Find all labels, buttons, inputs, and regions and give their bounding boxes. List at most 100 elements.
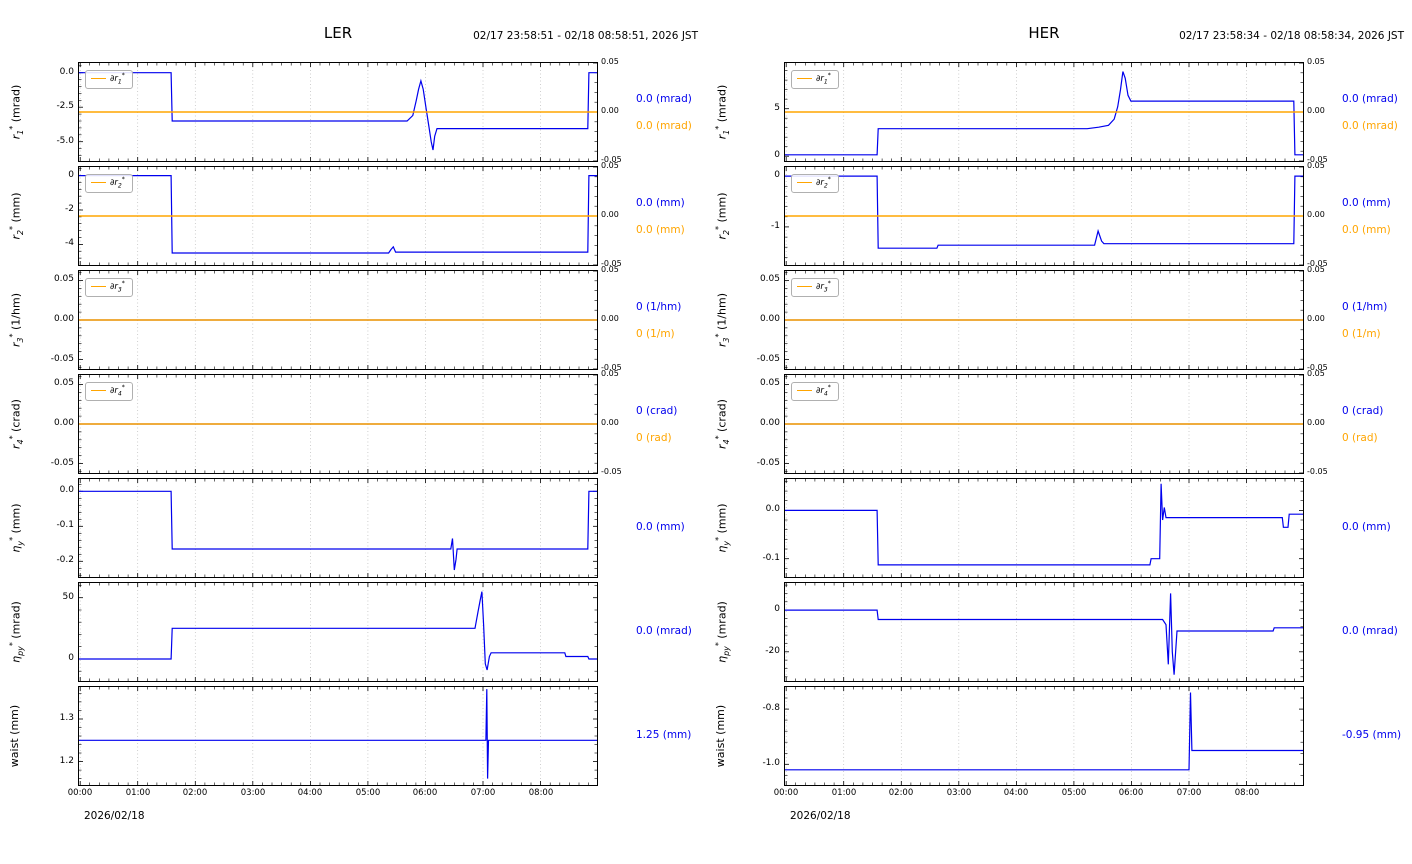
right-tick-label: -0.05: [1307, 363, 1328, 372]
plot-canvas: [785, 63, 1303, 161]
legend-line-sample: [797, 286, 812, 288]
legend-line-sample: [91, 390, 106, 392]
current-value-blue: 0.0 (mm): [636, 197, 685, 209]
y-axis-label: r2* (mm): [714, 192, 731, 240]
plot-area: [78, 478, 598, 578]
legend-line-sample: [797, 390, 812, 392]
series-waist-blue: [785, 692, 1303, 771]
current-value-blue: 0.0 (mrad): [636, 625, 692, 637]
current-value-blue: 0.0 (mrad): [1342, 625, 1398, 637]
right-tick-label: 0.00: [601, 210, 619, 219]
legend-label: ∂r3*: [110, 280, 125, 294]
panel-ler-r1: r1* (mrad) 0.0 -2.5 -5.0 ∂r1* 0.05 0.00 -0.05 0.…: [0, 57, 706, 164]
right-tick-label: -0.05: [601, 259, 622, 268]
x-tick-label: 08:00: [528, 788, 554, 798]
y-axis-label: r3* (1/hm): [714, 293, 731, 347]
current-value-orange: 0 (1/m): [1342, 328, 1381, 340]
right-tick-label: -0.05: [1307, 467, 1328, 476]
y-tick-label: 0: [774, 604, 780, 614]
plot-canvas: [785, 375, 1303, 473]
y-tick-label: 0.00: [759, 418, 780, 428]
plot-canvas: [79, 479, 597, 577]
legend-line-sample: [91, 286, 106, 288]
plot-canvas: [785, 479, 1303, 577]
legend: ∂r2*: [85, 174, 133, 193]
plot-area: ∂r3*: [784, 270, 1304, 370]
y-tick-label: 0.05: [759, 274, 780, 284]
right-tick-label: -0.05: [601, 363, 622, 372]
plot-canvas: [785, 271, 1303, 369]
right-tick-label: 0.00: [1307, 106, 1325, 115]
panel-her-r1: r1* (mrad) 5 0 ∂r1* 0.05 0.00 -0.05 0.0 (mrad) 0…: [706, 57, 1412, 164]
series-etay-blue: [79, 490, 597, 571]
panel-ler-etapy: ηpy* (mrad) 50 0 0.0 (mrad): [0, 582, 706, 682]
panel-her-r4: r4* (crad) 0.05 0.00 -0.05 ∂r4* 0.05 0.00 -0.05…: [706, 369, 1412, 476]
current-value-blue: 0 (1/hm): [636, 301, 682, 313]
x-axis-her: 00:00 01:00 02:00 03:00 04:00 05:00 06:00 07:00…: [706, 788, 1412, 800]
y-tick-label: -1: [771, 221, 780, 231]
current-value-blue: 0 (crad): [1342, 405, 1384, 417]
plot-area: [78, 686, 598, 786]
right-tick-label: 0.00: [601, 418, 619, 427]
plot-area: ∂r1*: [78, 62, 598, 162]
plot-area: ∂r2*: [78, 166, 598, 266]
plot-canvas: [785, 583, 1303, 681]
y-tick-label: 5: [774, 103, 780, 113]
x-tick-label: 04:00: [1003, 788, 1029, 798]
y-tick-label: -20: [765, 646, 780, 656]
right-tick-label: 0.00: [1307, 418, 1325, 427]
x-tick-label: 07:00: [1176, 788, 1202, 798]
legend-label: ∂r1*: [816, 72, 831, 86]
legend: ∂r3*: [85, 278, 133, 297]
x-tick-label: 03:00: [946, 788, 972, 798]
right-tick-label: -0.05: [601, 155, 622, 164]
right-tick-label: 0.05: [1307, 265, 1325, 274]
figure-ler: LER 02/17 23:58:51 - 02/18 08:58:51, 202…: [0, 24, 706, 822]
current-value-blue: 0.0 (mm): [1342, 521, 1391, 533]
x-tick-label: 03:00: [240, 788, 266, 798]
y-tick-label: 0.05: [53, 274, 74, 284]
panel-ler-r3: r3* (1/hm) 0.05 0.00 -0.05 ∂r3* 0.05 0.00 -0.05…: [0, 265, 706, 372]
plot-canvas: [785, 167, 1303, 265]
x-tick-label: 05:00: [355, 788, 381, 798]
y-axis-label: r2* (mm): [8, 192, 25, 240]
y-axis-label: r4* (crad): [714, 399, 731, 449]
panel-ler-waist: waist (mm) 1.3 1.2 1.25 (mm): [0, 686, 706, 786]
right-tick-label: -0.05: [1307, 259, 1328, 268]
date-label-her: 2026/02/18: [790, 810, 851, 822]
x-tick-label: 07:00: [470, 788, 496, 798]
right-tick-label: 0.05: [601, 57, 619, 66]
plot-canvas: [785, 687, 1303, 785]
y-tick-label: 0.00: [53, 418, 74, 428]
plot-area: ∂r1*: [784, 62, 1304, 162]
panel-her-r3: r3* (1/hm) 0.05 0.00 -0.05 ∂r3* 0.05 0.00 -0.05…: [706, 265, 1412, 372]
y-tick-label: 0: [774, 150, 780, 160]
x-tick-label: 01:00: [125, 788, 151, 798]
panel-her-r2: r2* (mm) 0 -1 ∂r2* 0.05 0.00 -0.05 0.0 (mm) 0.0 …: [706, 161, 1412, 268]
y-tick-label: -0.2: [56, 555, 74, 565]
legend-label: ∂r2*: [816, 176, 831, 190]
series-etay-blue: [785, 483, 1303, 566]
x-tick-label: 00:00: [67, 788, 93, 798]
panel-ler-r2: r2* (mm) 0 -2 -4 ∂r2* 0.05 0.00 -0.05 0.0 (mm) 0.…: [0, 161, 706, 268]
right-tick-label: 0.00: [601, 106, 619, 115]
y-tick-label: 50: [62, 592, 74, 602]
time-range-label-her: 02/17 23:58:34 - 02/18 08:58:34, 2026 JS…: [1179, 30, 1404, 42]
plot-canvas: [79, 63, 597, 161]
plot-area: [784, 478, 1304, 578]
series-etapy-blue: [79, 591, 597, 671]
current-value-orange: 0.0 (mrad): [636, 120, 692, 132]
legend-label: ∂r4*: [816, 384, 831, 398]
y-tick-label: -0.8: [762, 703, 780, 713]
y-axis-label: r1* (mrad): [8, 84, 25, 140]
legend-line-sample: [91, 182, 106, 184]
y-axis-label: ηy* (mm): [8, 503, 25, 553]
y-tick-label: -0.1: [56, 520, 74, 530]
right-tick-label: -0.05: [1307, 155, 1328, 164]
plot-area: [784, 582, 1304, 682]
x-tick-label: 02:00: [182, 788, 208, 798]
y-tick-label: -4: [65, 238, 74, 248]
x-tick-label: 04:00: [297, 788, 323, 798]
plot-canvas: [79, 271, 597, 369]
